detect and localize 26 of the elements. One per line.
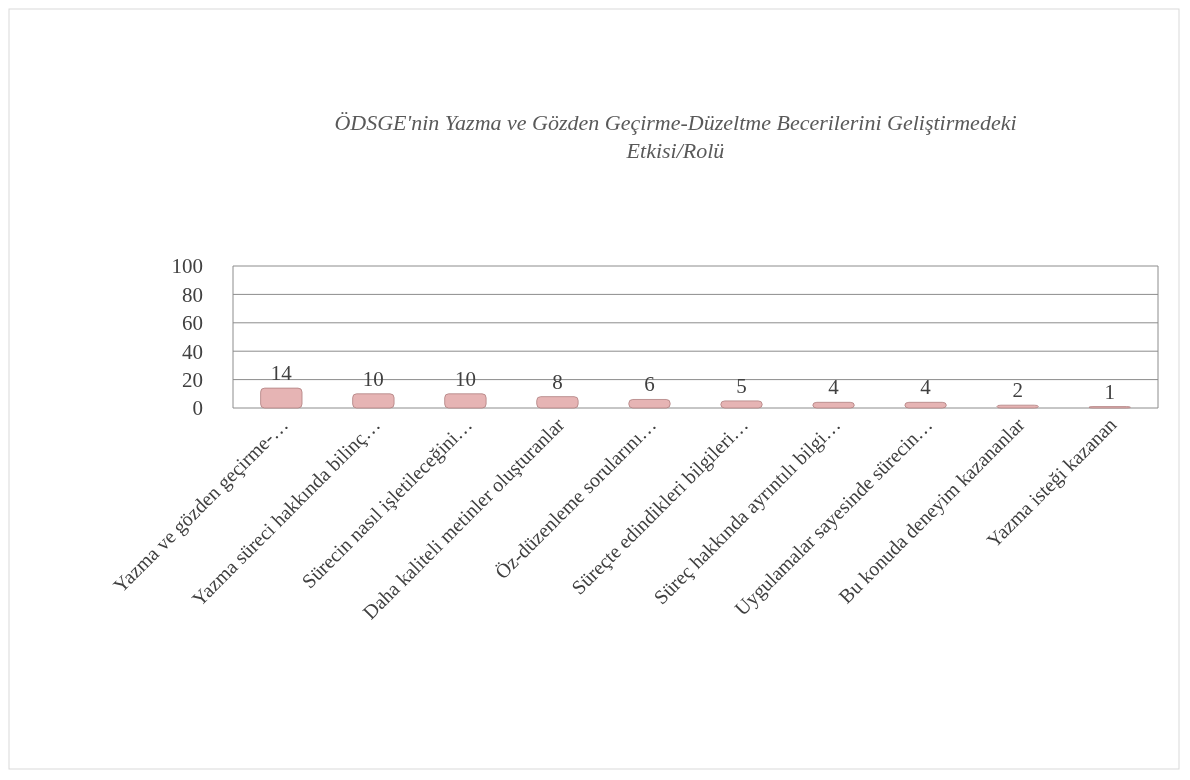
data-label: 1 [1104, 379, 1115, 404]
bar [720, 400, 763, 409]
bar [260, 387, 303, 409]
bar [536, 396, 579, 409]
chart-title: ÖDSGE'nin Yazma ve Gözden Geçirme-Düzeltme Becerilerini Geliştirmedeki Etkisi/Rolü [334, 110, 1017, 163]
y-tick-label: 80 [182, 282, 203, 307]
y-tick-label: 100 [171, 254, 203, 279]
data-label: 2 [1012, 378, 1023, 403]
bar [628, 399, 671, 409]
bar [352, 393, 395, 409]
data-label: 8 [552, 369, 563, 394]
bar [996, 404, 1039, 409]
bar [444, 393, 487, 409]
data-label: 4 [920, 375, 932, 400]
bar [812, 401, 855, 409]
data-label: 14 [270, 361, 293, 386]
data-label: 10 [454, 366, 476, 391]
data-label: 10 [362, 366, 384, 391]
data-label: 4 [828, 375, 840, 400]
y-tick-label: 40 [182, 339, 203, 364]
data-label: 6 [644, 372, 655, 397]
y-tick-label: 60 [182, 311, 203, 336]
bar [904, 401, 947, 409]
data-label: 5 [736, 373, 747, 398]
y-tick-label: 20 [182, 367, 203, 392]
y-tick-label: 0 [192, 396, 203, 421]
